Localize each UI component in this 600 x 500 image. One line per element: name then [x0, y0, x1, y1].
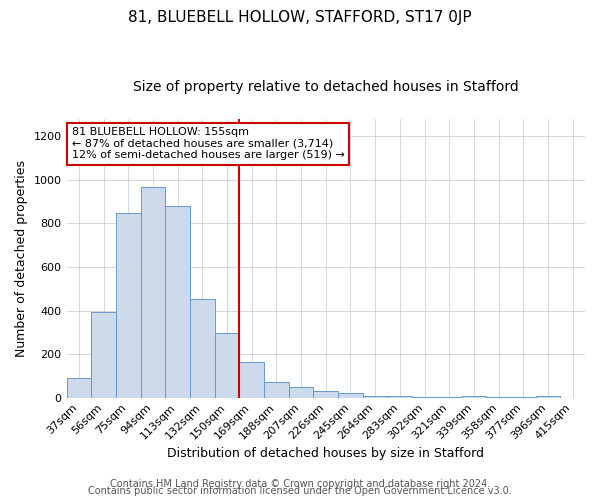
Bar: [165, 206, 190, 398]
Text: Contains public sector information licensed under the Open Government Licence v3: Contains public sector information licen…: [88, 486, 512, 496]
Bar: [388, 396, 412, 398]
Text: 81 BLUEBELL HOLLOW: 155sqm
← 87% of detached houses are smaller (3,714)
12% of s: 81 BLUEBELL HOLLOW: 155sqm ← 87% of deta…: [72, 127, 344, 160]
Bar: [363, 396, 388, 398]
Bar: [412, 396, 437, 398]
Text: 81, BLUEBELL HOLLOW, STAFFORD, ST17 0JP: 81, BLUEBELL HOLLOW, STAFFORD, ST17 0JP: [128, 10, 472, 25]
Bar: [190, 298, 215, 398]
Bar: [461, 396, 486, 398]
Bar: [215, 334, 239, 398]
Text: Contains HM Land Registry data © Crown copyright and database right 2024.: Contains HM Land Registry data © Crown c…: [110, 479, 490, 489]
Bar: [511, 397, 536, 398]
Bar: [67, 378, 91, 398]
Bar: [140, 188, 165, 398]
Bar: [437, 397, 461, 398]
Bar: [91, 312, 116, 398]
Bar: [116, 213, 140, 398]
Bar: [313, 390, 338, 398]
Bar: [264, 382, 289, 398]
Bar: [536, 396, 560, 398]
Bar: [338, 393, 363, 398]
Bar: [239, 362, 264, 398]
Y-axis label: Number of detached properties: Number of detached properties: [15, 160, 28, 356]
Bar: [289, 387, 313, 398]
X-axis label: Distribution of detached houses by size in Stafford: Distribution of detached houses by size …: [167, 447, 484, 460]
Title: Size of property relative to detached houses in Stafford: Size of property relative to detached ho…: [133, 80, 518, 94]
